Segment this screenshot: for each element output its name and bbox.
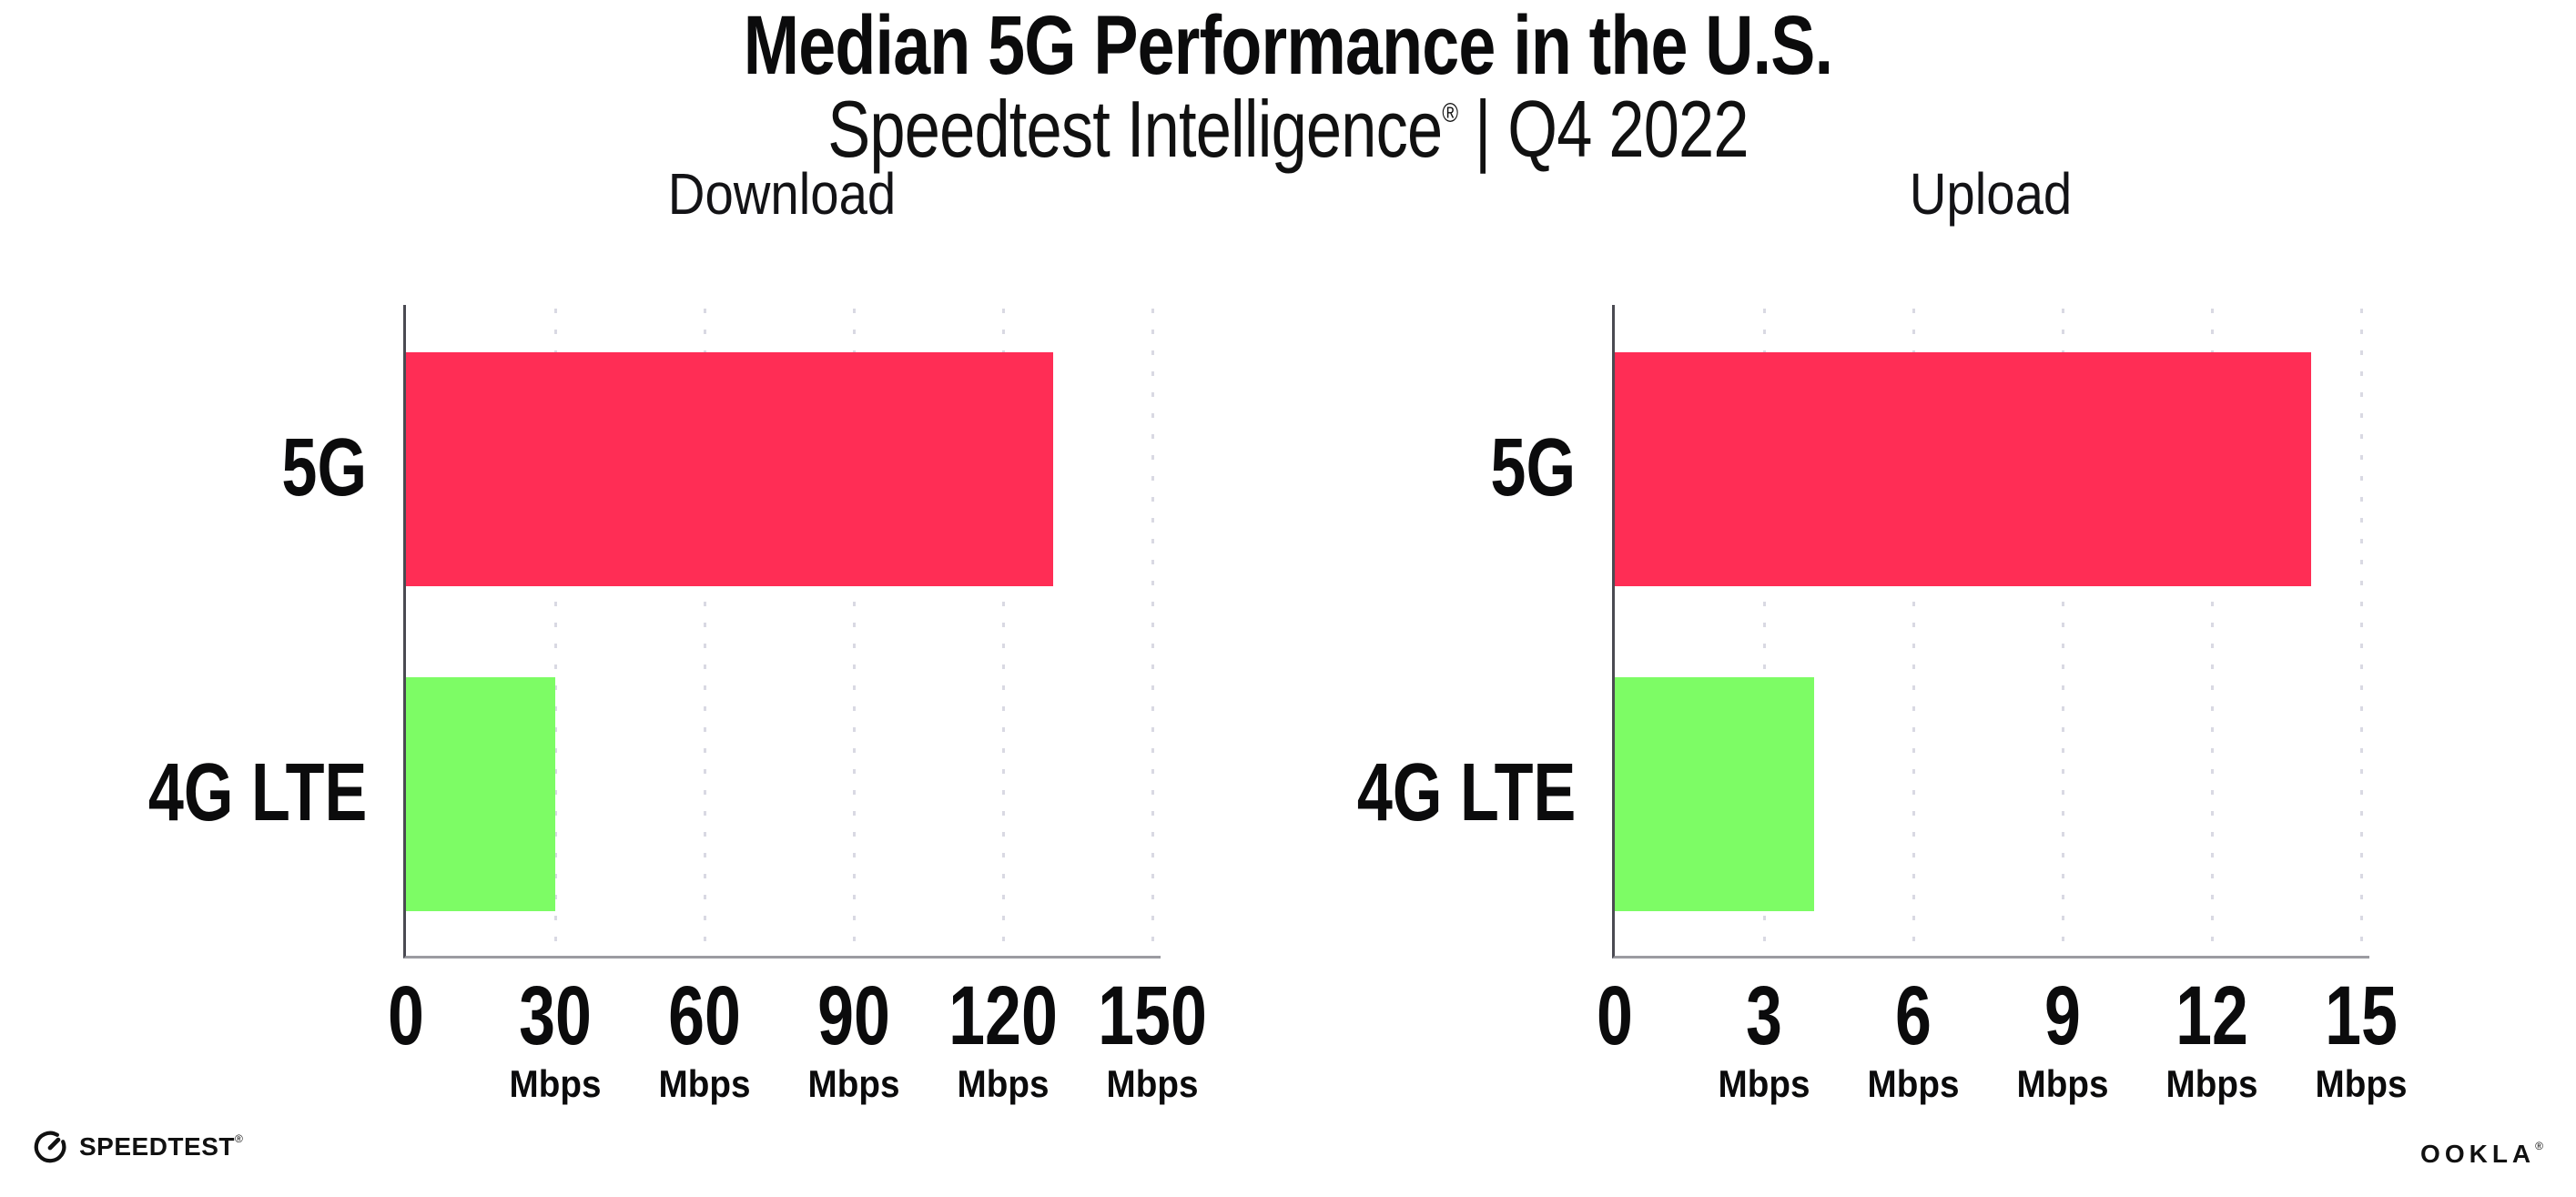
bar-4g-lte: [406, 677, 555, 912]
category-label-5g: 5G: [281, 421, 367, 513]
x-axis-tick-label: 15 Mbps: [2261, 974, 2461, 1103]
tick-value: 30: [519, 969, 592, 1062]
x-axis-tick-label: 0: [1515, 974, 1715, 1058]
gridline: [2210, 309, 2214, 956]
tick-value: 0: [1597, 969, 1633, 1062]
page-subtitle: Speedtest Intelligence® | Q4 2022: [258, 84, 2318, 174]
page-title: Median 5G Performance in the U.S.: [743, 0, 1833, 92]
tick-value: 15: [2324, 969, 2398, 1062]
tick-value: 0: [388, 969, 424, 1062]
tick-unit-label: Mbps: [2315, 1062, 2408, 1105]
tick-unit-label: Mbps: [957, 1062, 1050, 1105]
subtitle-period: | Q4 2022: [1457, 84, 1749, 174]
tick-value: 12: [2175, 969, 2248, 1062]
bar-5g: [1615, 351, 2312, 586]
gridline: [2061, 309, 2064, 956]
x-axis-tick-label: 150 Mbps: [1052, 974, 1253, 1103]
speedtest-gauge-icon: [34, 1131, 66, 1163]
tick-value: 9: [2044, 969, 2081, 1062]
category-label-5g: 5G: [1490, 421, 1576, 513]
speedtest-registered-mark: ®: [234, 1132, 243, 1145]
subtitle-brand: Speedtest Intelligence: [827, 84, 1443, 174]
category-label-4g-lte: 4G LTE: [1356, 747, 1576, 839]
tick-unit-label: Mbps: [509, 1062, 602, 1105]
tick-value: 90: [817, 969, 890, 1062]
category-label-4g-lte: 4G LTE: [147, 747, 367, 839]
upload-x-axis: 0 3 Mbps 6 Mbps 9 Mbps 12 Mbps 15 Mbps: [1597, 956, 2407, 1138]
speedtest-logo: SPEEDTEST®: [32, 1129, 243, 1165]
x-axis-tick-label: 60 Mbps: [604, 974, 805, 1103]
gridline: [2359, 309, 2363, 956]
registered-mark: ®: [1442, 98, 1458, 128]
x-axis-tick-label: 90 Mbps: [754, 974, 954, 1103]
bar-5g: [406, 351, 1053, 586]
tick-unit-label: Mbps: [2016, 1062, 2109, 1105]
x-axis-tick-label: 3 Mbps: [1664, 974, 1864, 1103]
x-axis-tick-label: 30 Mbps: [455, 974, 655, 1103]
x-axis-tick-label: 9 Mbps: [1962, 974, 2163, 1103]
gridline: [1762, 309, 1766, 956]
tick-unit-label: Mbps: [1867, 1062, 1960, 1105]
download-chart-title: Download: [667, 161, 897, 227]
x-axis-tick-label: 0: [306, 974, 506, 1058]
tick-unit-label: Mbps: [807, 1062, 900, 1105]
tick-value: 3: [1746, 969, 1782, 1062]
tick-value: 150: [1098, 969, 1207, 1062]
gridline: [703, 309, 706, 956]
tick-unit-label: Mbps: [658, 1062, 751, 1105]
upload-chart-title: Upload: [1909, 161, 2073, 227]
ookla-logo: OOKLA®: [2420, 1140, 2543, 1169]
ookla-wordmark: OOKLA: [2420, 1140, 2536, 1168]
download-plot-area: 0 30 Mbps 60 Mbps 90 Mbps 120 Mbps 150 Mbps 5G 4G L…: [147, 305, 1207, 1103]
tick-unit-label: Mbps: [1718, 1062, 1810, 1105]
tick-value: 60: [668, 969, 741, 1062]
x-axis-tick-label: 6 Mbps: [1813, 974, 2013, 1103]
tick-unit-label: Mbps: [2165, 1062, 2258, 1105]
tick-value: 120: [948, 969, 1058, 1062]
x-axis-tick-label: 12 Mbps: [2112, 974, 2312, 1103]
gridline: [1151, 309, 1154, 956]
gridline: [852, 309, 856, 956]
speedtest-wordmark: SPEEDTEST: [79, 1132, 235, 1161]
bar-4g-lte: [1615, 677, 1814, 912]
gridline: [1001, 309, 1005, 956]
upload-plot-area: 0 3 Mbps 6 Mbps 9 Mbps 12 Mbps 15 Mbps 5G 4G LTE: [1356, 305, 2407, 1103]
tick-value: 6: [1894, 969, 1932, 1062]
x-axis-tick-label: 120 Mbps: [903, 974, 1103, 1103]
tick-unit-label: Mbps: [1106, 1062, 1199, 1105]
download-x-axis: 0 30 Mbps 60 Mbps 90 Mbps 120 Mbps 150 Mbps: [388, 956, 1207, 1138]
gridline: [553, 309, 557, 956]
ookla-registered-mark: ®: [2535, 1140, 2543, 1152]
gridline: [1912, 309, 1915, 956]
